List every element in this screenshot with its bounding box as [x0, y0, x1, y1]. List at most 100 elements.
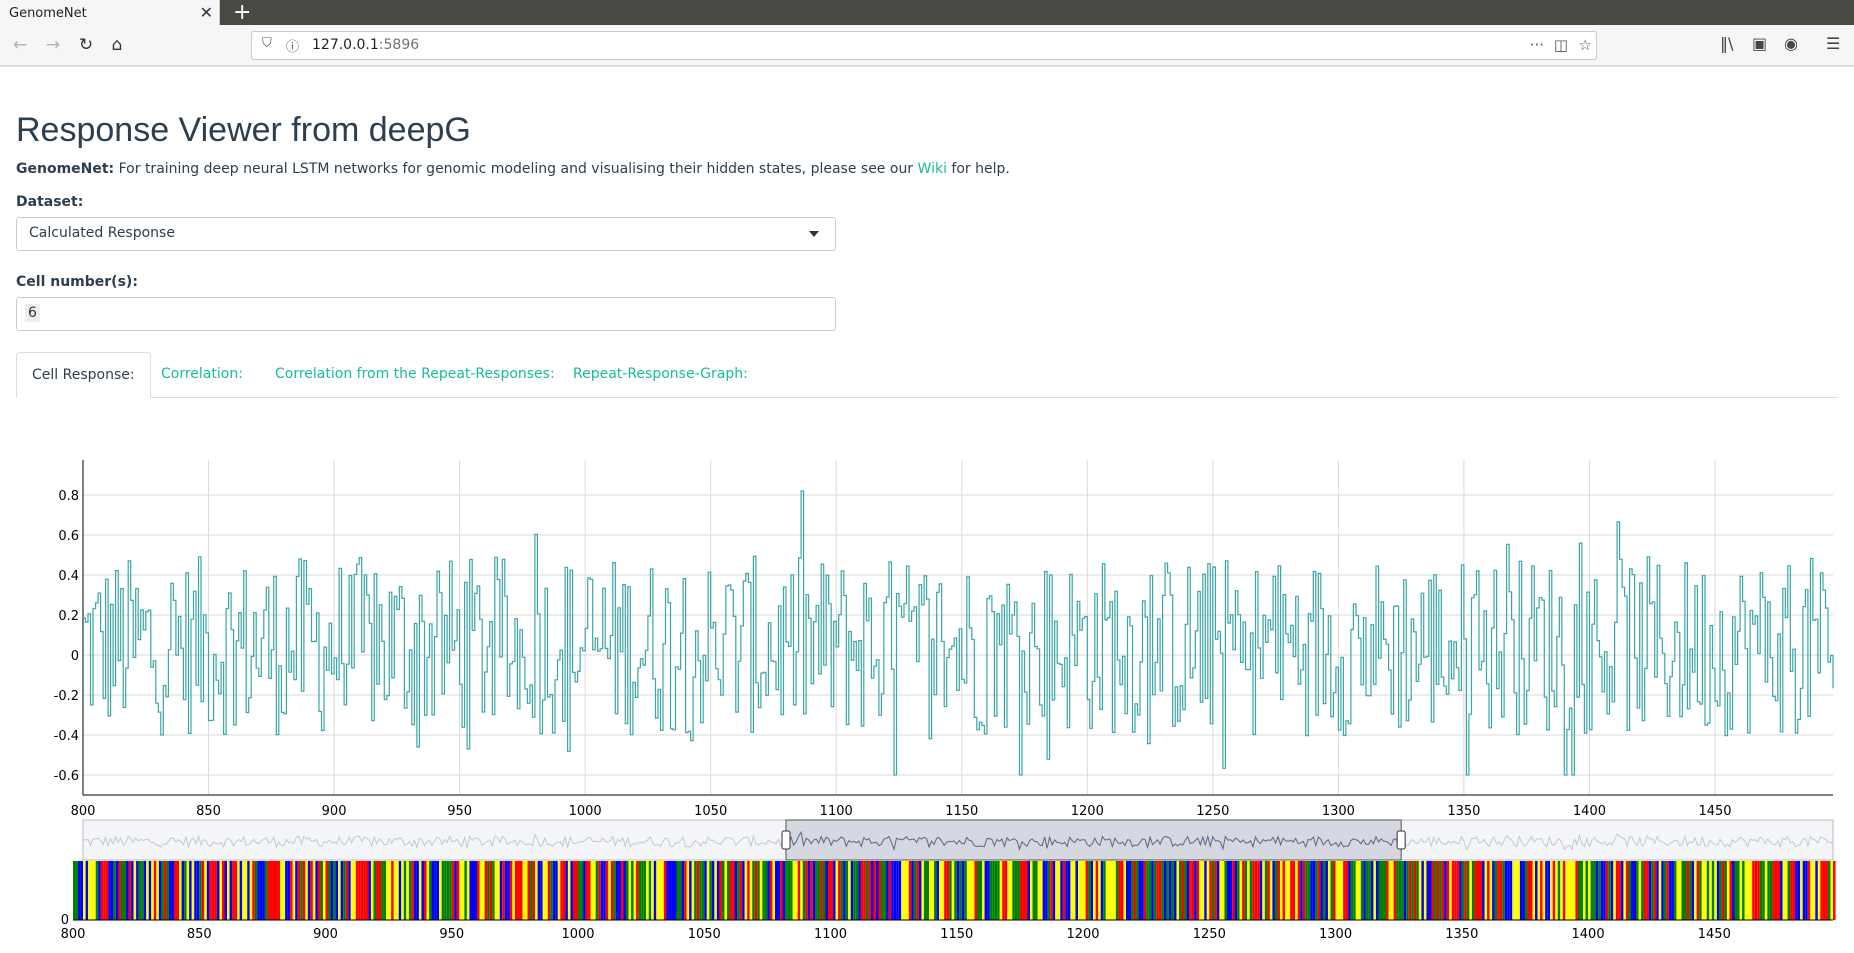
tab-cell-response[interactable]: Cell Response:	[16, 352, 151, 398]
nucleotide-bar	[792, 861, 796, 920]
nucleotide-bar	[1676, 861, 1679, 920]
nucleotide-bar	[335, 861, 339, 920]
url-text: 127.0.0.1:5896	[312, 37, 419, 53]
nucleotide-bar	[1716, 861, 1720, 920]
nucleotide-bar	[1120, 861, 1124, 920]
nucleotide-bar	[1247, 861, 1250, 920]
tab-correlation-repeat[interactable]: Correlation from the Repeat-Responses:	[275, 366, 555, 382]
nucleotide-bar	[1201, 861, 1205, 920]
back-icon[interactable]: ←	[12, 35, 28, 55]
nucleotide-bar	[492, 861, 495, 920]
nucleotide-bar	[1295, 861, 1298, 920]
nucleotide-bar	[242, 861, 245, 920]
home-icon[interactable]: ⌂	[111, 35, 123, 55]
nucleotide-bar	[684, 861, 687, 920]
nucleotide-x-tick-label: 1000	[561, 927, 594, 942]
nucleotide-bar	[901, 861, 904, 920]
nucleotide-bar	[519, 861, 523, 920]
forward-icon[interactable]: →	[45, 35, 61, 55]
nucleotide-bar	[1759, 861, 1763, 920]
wiki-link[interactable]: Wiki	[917, 161, 947, 177]
nucleotide-bar	[1237, 861, 1240, 920]
pocket-icon[interactable]: ◫	[1553, 36, 1568, 54]
nucleotide-bar	[360, 861, 364, 920]
nucleotide-bar	[1482, 861, 1485, 920]
nucleotide-bar	[1476, 861, 1480, 920]
nucleotide-bar	[376, 861, 379, 920]
bookmark-star-icon[interactable]: ☆	[1578, 36, 1592, 54]
nucleotide-bar	[850, 861, 854, 920]
nucleotide-bar	[845, 861, 849, 920]
more-actions-icon[interactable]: ···	[1529, 36, 1544, 54]
browser-tab[interactable]: GenomeNet ✕	[0, 0, 220, 28]
nucleotide-bar	[103, 861, 106, 920]
nucleotide-x-tick-label: 850	[187, 927, 212, 942]
nucleotide-bar	[562, 861, 566, 920]
nucleotide-bar	[671, 861, 674, 920]
shield-icon[interactable]: ⛉	[262, 36, 272, 51]
new-tab-icon[interactable]: +	[233, 0, 252, 25]
reload-icon[interactable]: ↻	[78, 35, 94, 55]
cell-response-chart[interactable]: 0.8 0.6 0.4 0.2 0 -0.2 -0.4 -0.6 800 850 900 950 100…	[0, 133, 1854, 953]
nucleotide-bar	[517, 861, 520, 920]
nucleotide-bar	[1370, 861, 1374, 920]
x-tick-label: 1100	[820, 804, 853, 819]
tab-repeat-response-graph[interactable]: Repeat-Response-Graph:	[573, 366, 748, 382]
range-handle-left[interactable]	[781, 830, 791, 850]
nucleotide-bar	[469, 861, 472, 920]
nucleotide-bar	[1459, 861, 1462, 920]
info-icon[interactable]: ⓘ	[286, 40, 300, 55]
menu-icon[interactable]: ☰	[1826, 34, 1841, 53]
nucleotide-bar	[307, 861, 311, 920]
nucleotide-bar	[1282, 861, 1286, 920]
nucleotide-bar	[1221, 861, 1225, 920]
dataset-select[interactable]: Calculated Response	[16, 217, 836, 251]
nucleotide-bar	[1656, 861, 1659, 920]
nucleotide-bar	[502, 861, 505, 920]
nucleotide-bar	[441, 861, 445, 920]
nucleotide-bar	[759, 861, 763, 920]
nucleotide-bar	[1689, 861, 1692, 920]
nucleotide-bar	[881, 861, 884, 920]
nucleotide-bar	[355, 861, 359, 920]
library-icon[interactable]: ‖\	[1720, 34, 1734, 53]
cell-number-chip[interactable]: 6	[25, 304, 40, 322]
tab-correlation[interactable]: Correlation:	[161, 366, 243, 382]
sidebar-icon[interactable]: ▣	[1752, 34, 1768, 53]
nucleotide-bar	[1524, 861, 1528, 920]
nucleotide-bar	[613, 861, 616, 920]
nucleotide-bar	[949, 861, 952, 920]
nucleotide-bar	[1643, 861, 1647, 920]
nucleotide-bar	[984, 861, 988, 920]
nucleotide-bar	[211, 861, 215, 920]
account-icon[interactable]: ◉	[1784, 34, 1798, 53]
nucleotide-bar	[459, 861, 462, 920]
nucleotide-bar	[1418, 861, 1422, 920]
nucleotide-bar	[552, 861, 556, 920]
nucleotide-bar	[923, 861, 927, 920]
nucleotide-bar	[507, 861, 510, 920]
nucleotide-bar	[615, 861, 619, 920]
nucleotide-bar	[1535, 861, 1538, 920]
nucleotide-bar	[1729, 861, 1732, 920]
nucleotide-bar	[580, 861, 584, 920]
close-tab-icon[interactable]: ✕	[199, 3, 213, 22]
nucleotide-bar	[1585, 861, 1589, 920]
nucleotide-bar	[954, 861, 957, 920]
nucleotide-bar	[110, 861, 114, 920]
nucleotide-bar	[383, 861, 387, 920]
nucleotide-bar	[1706, 861, 1710, 920]
url-bar[interactable]: ⛉ ⓘ 127.0.0.1:5896 ··· ◫ ☆	[251, 31, 1597, 60]
nucleotide-bar	[219, 861, 222, 920]
cell-number-input[interactable]: 6	[16, 297, 836, 331]
nucleotide-bar	[567, 861, 571, 920]
nucleotide-bar	[1461, 861, 1465, 920]
nucleotide-bar	[1030, 861, 1033, 920]
nucleotide-bar	[1792, 861, 1796, 920]
nucleotide-bar	[484, 861, 488, 920]
nucleotide-bar	[1327, 861, 1331, 920]
nucleotide-bar	[1100, 861, 1104, 920]
range-handle-right[interactable]	[1396, 830, 1406, 850]
nucleotide-bar	[785, 861, 788, 920]
nucleotide-bar	[1022, 861, 1025, 920]
